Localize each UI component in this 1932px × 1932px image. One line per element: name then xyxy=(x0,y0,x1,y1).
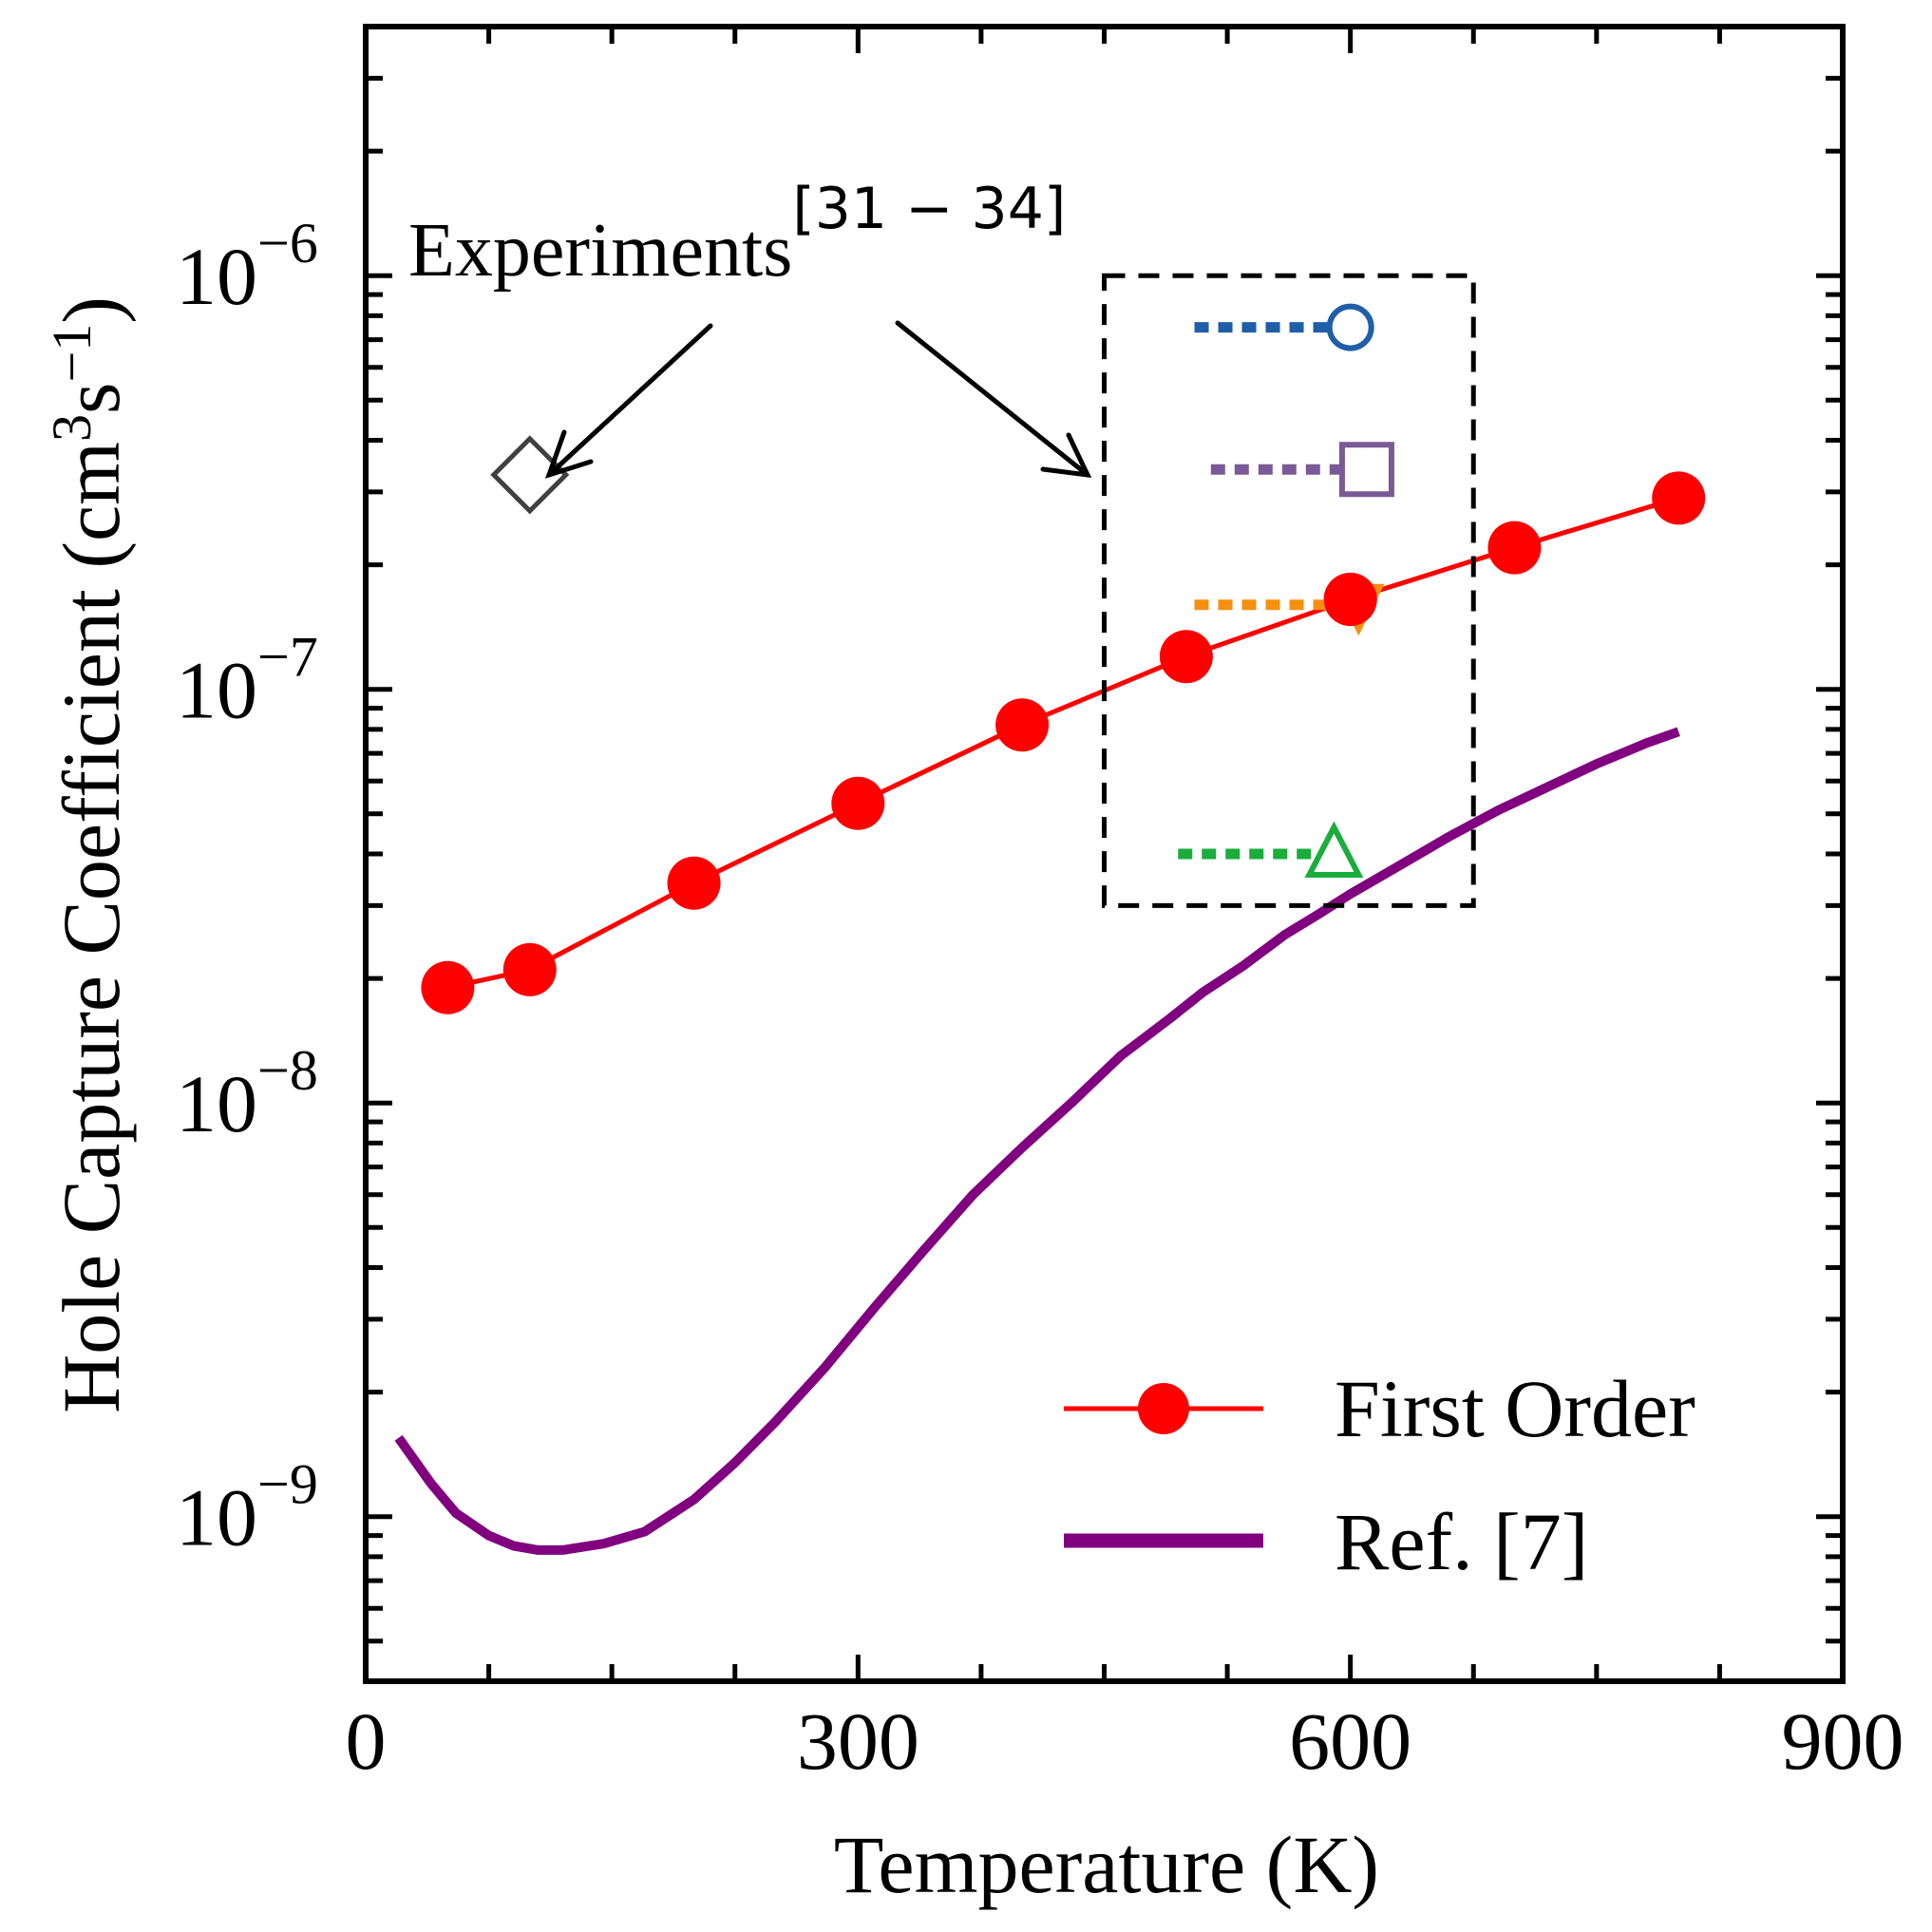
series-line-0 xyxy=(446,495,1679,991)
experiment-point xyxy=(1304,821,1364,878)
x-tick-label: 600 xyxy=(1289,1695,1411,1787)
y-tick-label: 10−6 xyxy=(176,212,318,322)
y-tick-power: −7 xyxy=(257,626,318,689)
y-tick-base: 10 xyxy=(176,1472,257,1563)
series-point-0 xyxy=(1159,630,1213,684)
y-axis-label-sup2: −1 xyxy=(41,324,103,383)
experiments-layer xyxy=(490,273,1476,908)
arrow-to-diamond xyxy=(544,323,713,479)
experiment-point xyxy=(1326,303,1374,351)
experiment-point xyxy=(1338,442,1394,498)
experiments-label: Experiments xyxy=(408,209,792,293)
y-axis-label-sup1: 3 xyxy=(41,414,103,442)
y-tick-base: 10 xyxy=(176,231,257,322)
y-axis-label-end: ) xyxy=(46,296,137,324)
series-point-0 xyxy=(502,942,557,996)
series-point-0 xyxy=(421,960,475,1014)
y-tick-label: 10−7 xyxy=(176,626,318,736)
legend-first-order-marker xyxy=(1138,1383,1189,1434)
y-tick-labels: 10−910−810−710−6 xyxy=(176,212,318,1563)
x-tick-labels: 0 300 600 900 xyxy=(346,1695,1904,1787)
experiments-ref: [31 − 34] xyxy=(792,176,1066,242)
legend-first-order-label: First Order xyxy=(1335,1363,1695,1454)
series-point-0 xyxy=(667,856,721,910)
experiments-annotation: Experiments[31 − 34] xyxy=(408,176,1066,293)
series-point-0 xyxy=(1652,471,1706,525)
y-axis-label-main: Hole Capture Coefficient (cm xyxy=(46,442,137,1413)
y-tick-power: −9 xyxy=(257,1453,318,1516)
y-tick-base: 10 xyxy=(176,645,257,736)
series-point-0 xyxy=(995,698,1050,752)
y-axis-label-mid: s xyxy=(46,383,137,414)
series-point-0 xyxy=(1487,521,1542,575)
y-tick-power: −6 xyxy=(257,212,318,275)
x-tick-label: 300 xyxy=(797,1695,919,1787)
y-tick-power: −8 xyxy=(257,1039,318,1102)
x-tick-label: 0 xyxy=(346,1695,387,1787)
series-point-0 xyxy=(831,776,885,830)
experiments-box xyxy=(1102,273,1476,908)
y-tick-label: 10−8 xyxy=(176,1039,318,1149)
y-tick-base: 10 xyxy=(176,1058,257,1149)
plot-frame xyxy=(363,24,1846,1684)
y-tick-label: 10−9 xyxy=(176,1453,318,1563)
arrow-to-box xyxy=(895,320,1092,479)
x-axis-label: Temperature (K) xyxy=(834,1819,1379,1910)
legend: First Order Ref. [7] xyxy=(1064,1363,1695,1587)
series-line-1 xyxy=(394,727,1680,1555)
y-axis-label: Hole Capture Coefficient (cm3s−1) xyxy=(41,296,137,1413)
legend-ref-label: Ref. [7] xyxy=(1335,1496,1588,1587)
x-tick-label: 900 xyxy=(1782,1695,1904,1787)
series-point-overlay xyxy=(1323,572,1377,626)
